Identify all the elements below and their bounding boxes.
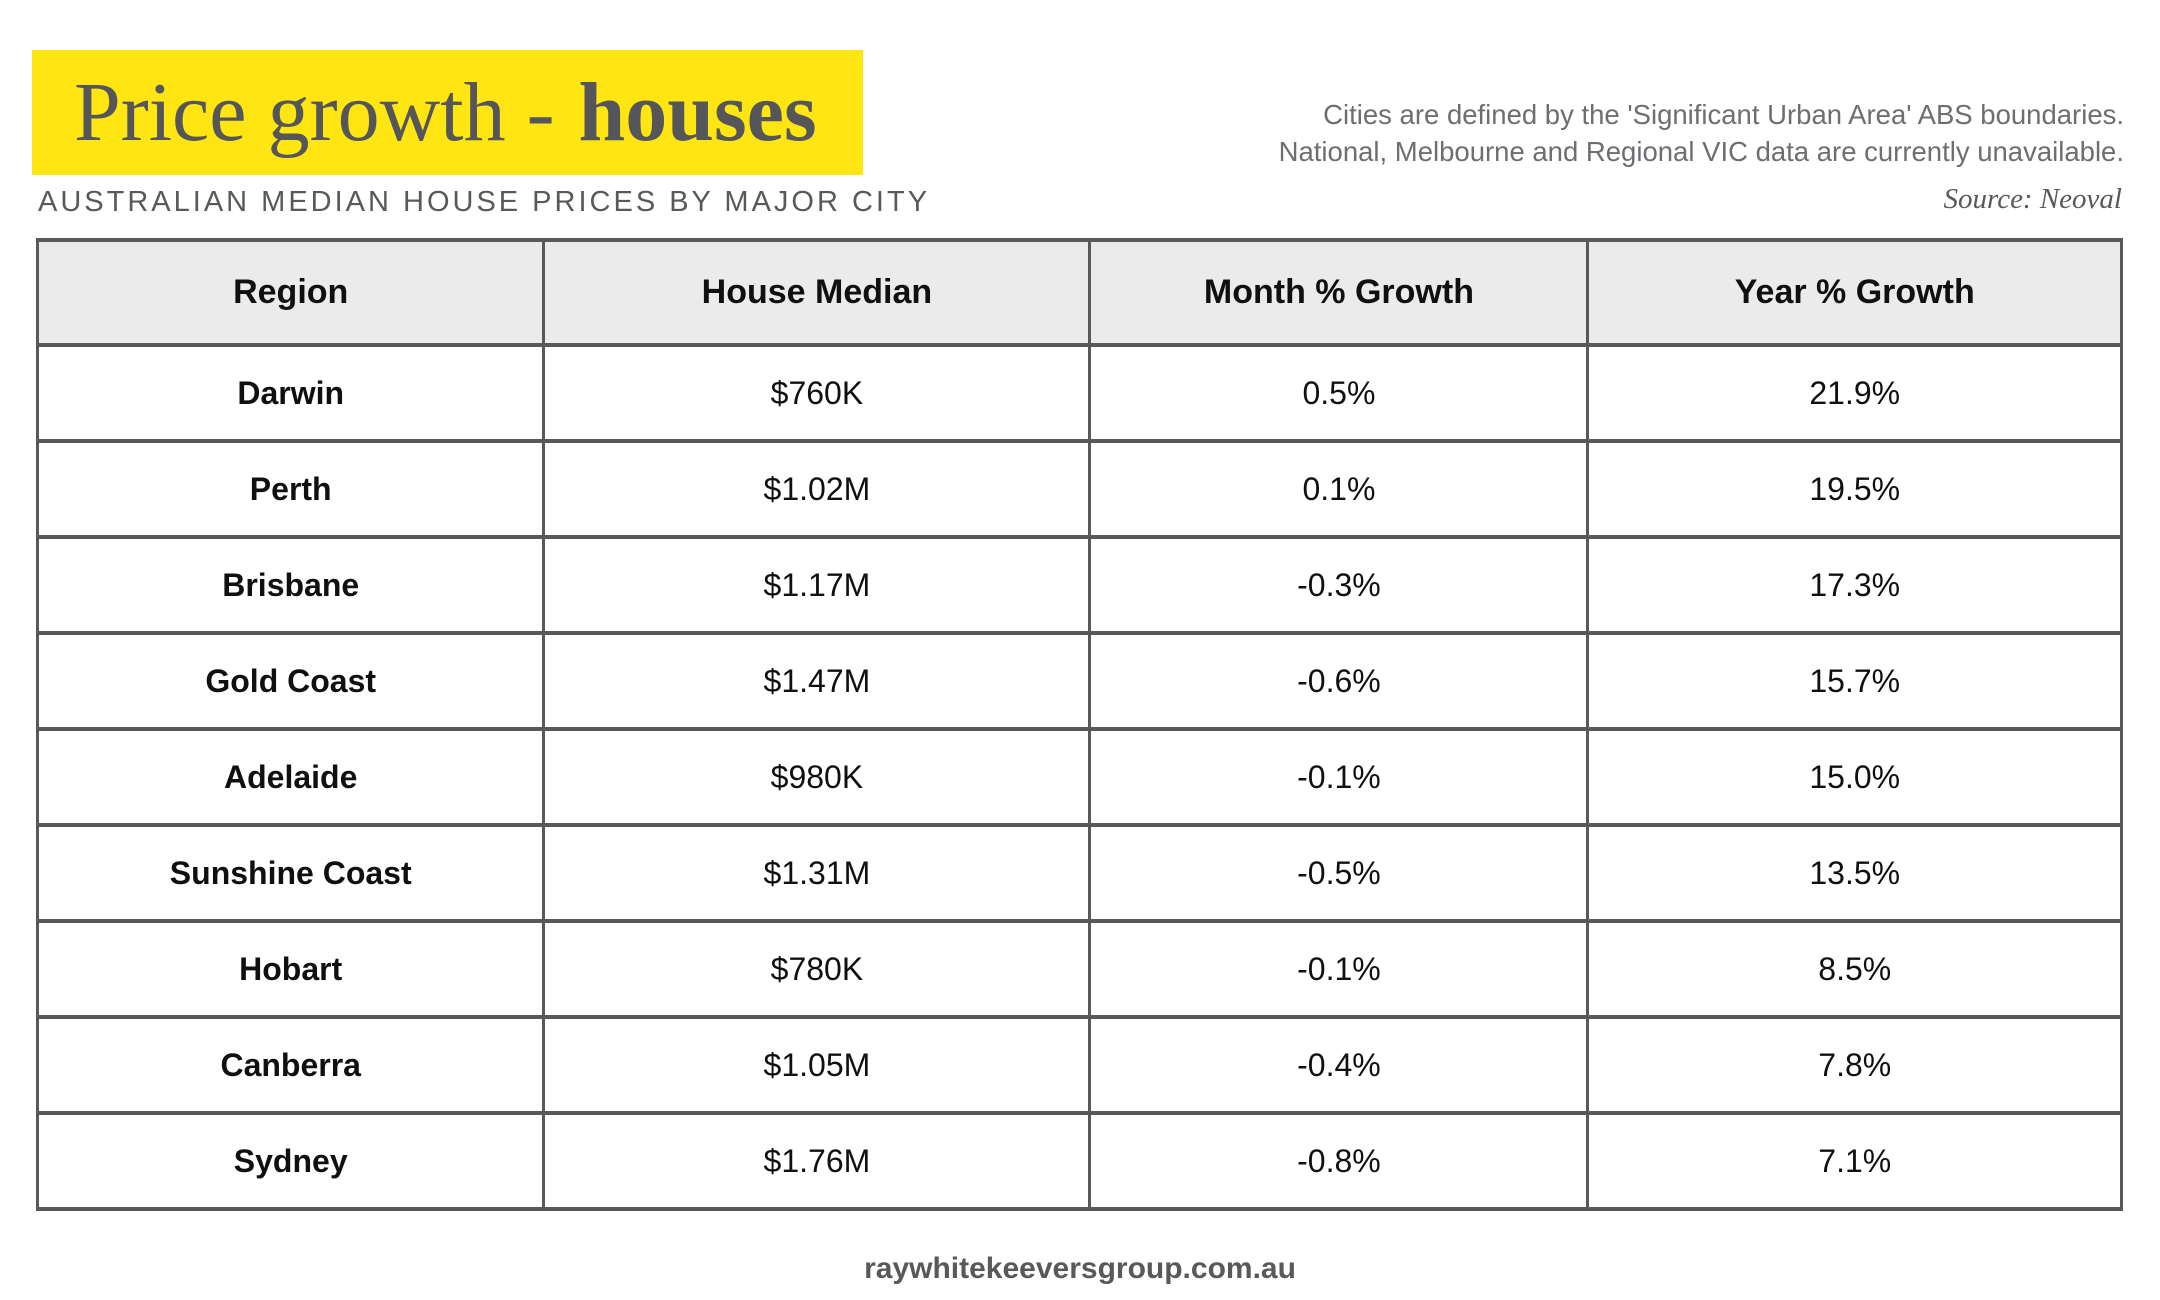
house-median-cell: $1.17M: [542, 535, 1092, 635]
month-growth-cell: -0.1%: [1088, 727, 1590, 827]
house-median-cell: $1.02M: [542, 439, 1092, 539]
year-growth-cell: 17.3%: [1586, 535, 2123, 635]
year-growth-cell: 19.5%: [1586, 439, 2123, 539]
year-growth-cell: 15.7%: [1586, 631, 2123, 731]
month-growth-cell: 0.5%: [1088, 343, 1590, 443]
region-cell: Perth: [35, 439, 546, 539]
year-growth-cell: 7.8%: [1586, 1015, 2123, 1115]
price-growth-table: Region House Median Month % Growth Year …: [35, 238, 2123, 1211]
table-row: Sunshine Coast $1.31M -0.5% 13.5%: [35, 823, 2123, 923]
table-header-row: Region House Median Month % Growth Year …: [35, 238, 2123, 347]
year-growth-cell: 15.0%: [1586, 727, 2123, 827]
region-cell: Darwin: [35, 343, 546, 443]
house-median-cell: $760K: [542, 343, 1092, 443]
month-growth-cell: -0.3%: [1088, 535, 1590, 635]
year-growth-cell: 7.1%: [1586, 1111, 2123, 1211]
table-row: Adelaide $980K -0.1% 15.0%: [35, 727, 2123, 827]
region-cell: Hobart: [35, 919, 546, 1019]
region-cell: Brisbane: [35, 535, 546, 635]
year-growth-cell: 21.9%: [1586, 343, 2123, 443]
page-title: Price growth - houses: [32, 50, 863, 175]
month-growth-cell: -0.6%: [1088, 631, 1590, 731]
region-cell: Adelaide: [35, 727, 546, 827]
table-row: Darwin $760K 0.5% 21.9%: [35, 343, 2123, 443]
house-median-cell: $1.31M: [542, 823, 1092, 923]
region-cell: Sunshine Coast: [35, 823, 546, 923]
table-body: Darwin $760K 0.5% 21.9% Perth $1.02M 0.1…: [35, 343, 2123, 1211]
house-median-cell: $780K: [542, 919, 1092, 1019]
house-median-cell: $1.47M: [542, 631, 1092, 731]
year-growth-cell: 8.5%: [1586, 919, 2123, 1019]
month-growth-cell: -0.8%: [1088, 1111, 1590, 1211]
table-row: Hobart $780K -0.1% 8.5%: [35, 919, 2123, 1019]
house-median-cell: $1.76M: [542, 1111, 1092, 1211]
table-row: Sydney $1.76M -0.8% 7.1%: [35, 1111, 2123, 1211]
month-growth-cell: -0.5%: [1088, 823, 1590, 923]
year-growth-cell: 13.5%: [1586, 823, 2123, 923]
website-footer: raywhitekeeversgroup.com.au: [864, 1252, 1296, 1285]
table-row: Brisbane $1.17M -0.3% 17.3%: [35, 535, 2123, 635]
column-header-region: Region: [35, 238, 546, 347]
note-line-1: Cities are defined by the 'Significant U…: [1323, 99, 2124, 130]
house-median-cell: $980K: [542, 727, 1092, 827]
table-row: Gold Coast $1.47M -0.6% 15.7%: [35, 631, 2123, 731]
column-header-year-growth: Year % Growth: [1586, 238, 2123, 347]
month-growth-cell: 0.1%: [1088, 439, 1590, 539]
page-title-regular: Price growth -: [74, 65, 555, 159]
month-growth-cell: -0.1%: [1088, 919, 1590, 1019]
page-title-bold: houses: [578, 65, 817, 159]
region-cell: Canberra: [35, 1015, 546, 1115]
column-header-house-median: House Median: [542, 238, 1092, 347]
table-row: Perth $1.02M 0.1% 19.5%: [35, 439, 2123, 539]
definition-note: Cities are defined by the 'Significant U…: [1279, 96, 2124, 170]
table-row: Canberra $1.05M -0.4% 7.8%: [35, 1015, 2123, 1115]
page-subtitle: AUSTRALIAN MEDIAN HOUSE PRICES BY MAJOR …: [38, 186, 931, 218]
house-median-cell: $1.05M: [542, 1015, 1092, 1115]
column-header-month-growth: Month % Growth: [1088, 238, 1590, 347]
region-cell: Gold Coast: [35, 631, 546, 731]
month-growth-cell: -0.4%: [1088, 1015, 1590, 1115]
source-credit: Source: Neoval: [1943, 183, 2122, 215]
region-cell: Sydney: [35, 1111, 546, 1211]
note-line-2: National, Melbourne and Regional VIC dat…: [1278, 136, 2124, 167]
